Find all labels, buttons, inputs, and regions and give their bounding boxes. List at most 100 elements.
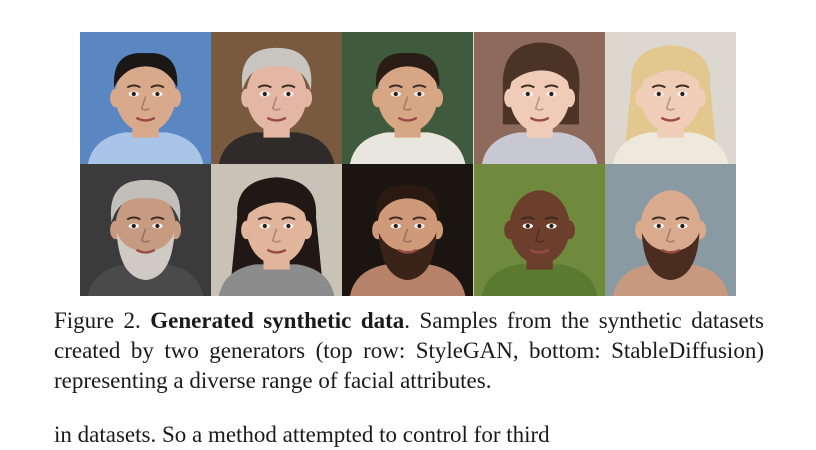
- figure-caption-body: . Samples from the synthetic datasets cr…: [54, 308, 765, 393]
- pupil-left: [131, 91, 136, 97]
- nose: [665, 96, 675, 111]
- face-illustration: [80, 32, 212, 164]
- nose: [403, 96, 413, 111]
- mouth: [660, 248, 681, 254]
- pupil-left: [262, 91, 268, 97]
- nose: [534, 96, 544, 111]
- brow-right: [412, 216, 427, 221]
- brow-right: [150, 84, 165, 89]
- mouth: [529, 248, 549, 254]
- shoulders: [481, 132, 597, 164]
- mouth: [660, 116, 681, 122]
- head: [246, 58, 307, 133]
- brow-left: [126, 216, 141, 221]
- beard: [641, 232, 700, 281]
- face-illustration: [473, 32, 605, 164]
- head: [115, 58, 176, 133]
- mouth: [267, 116, 287, 122]
- pupil-left: [525, 91, 530, 97]
- pupil-right: [680, 223, 685, 229]
- pupil-right: [548, 223, 554, 229]
- nose: [140, 96, 150, 111]
- beard: [379, 232, 437, 281]
- nose: [271, 228, 282, 243]
- shoulders: [87, 132, 204, 164]
- brow-right: [543, 84, 559, 89]
- brow-left: [520, 84, 535, 89]
- face-photo-r2-c5: [604, 164, 736, 296]
- face-illustration: [211, 164, 343, 296]
- pupil-left: [656, 223, 661, 229]
- pupil-left: [394, 91, 399, 97]
- face-illustration: [473, 164, 605, 296]
- figure-title: Generated synthetic data: [150, 308, 405, 333]
- pupil-right: [548, 91, 554, 97]
- head: [509, 58, 570, 133]
- figure-image-grid: [80, 32, 736, 296]
- hair-top: [245, 187, 309, 217]
- brow-left: [520, 216, 535, 221]
- brow-left: [389, 84, 404, 89]
- figure-caption: Figure 2. Generated synthetic data. Samp…: [54, 306, 764, 396]
- mouth: [135, 248, 156, 254]
- face-photo-r2-c3: [342, 164, 474, 296]
- face-illustration: [80, 164, 212, 296]
- face-illustration: [342, 32, 474, 164]
- pupil-right: [155, 223, 160, 229]
- brow-left: [651, 216, 666, 221]
- head: [377, 190, 439, 265]
- hair-top: [507, 55, 571, 85]
- beard: [116, 232, 175, 281]
- pupil-right: [286, 223, 291, 229]
- pupil-left: [262, 223, 268, 229]
- body-text-partial-line: in datasets. So a method attempted to co…: [54, 422, 550, 447]
- face-photo-r2-c4: [473, 164, 605, 296]
- nose: [140, 228, 150, 243]
- hair-top: [376, 52, 440, 88]
- face-illustration: [604, 164, 736, 296]
- figure-label: Figure 2.: [54, 308, 141, 333]
- pupil-right: [286, 91, 291, 97]
- face-photo-r1-c4: [473, 32, 605, 164]
- mouth: [398, 116, 418, 122]
- face-illustration: [342, 164, 474, 296]
- face-photo-r1-c1: [80, 32, 212, 164]
- brow-left: [257, 84, 273, 89]
- nose: [665, 228, 675, 243]
- head: [115, 190, 176, 265]
- pupil-right: [680, 91, 685, 97]
- brow-right: [543, 216, 559, 221]
- head: [640, 190, 701, 265]
- mouth: [135, 116, 156, 122]
- face-photo-r2-c1: [80, 164, 212, 296]
- brow-right: [675, 216, 690, 221]
- hair-top: [638, 55, 702, 85]
- pupil-right: [155, 91, 160, 97]
- pupil-right: [417, 91, 422, 97]
- pupil-left: [656, 91, 661, 97]
- hair-top: [113, 52, 178, 88]
- brow-left: [257, 216, 273, 221]
- face-illustration: [604, 32, 736, 164]
- nose: [534, 228, 544, 243]
- face-illustration: [211, 32, 343, 164]
- brow-left: [651, 84, 666, 89]
- head: [509, 190, 570, 265]
- nose: [271, 96, 282, 111]
- brow-left: [126, 84, 141, 89]
- mouth: [267, 248, 287, 254]
- head: [640, 58, 701, 133]
- brow-right: [675, 84, 690, 89]
- hair-top: [376, 184, 440, 220]
- face-photo-r1-c5: [604, 32, 736, 164]
- shoulders: [350, 132, 466, 164]
- shoulders: [219, 264, 335, 296]
- nose: [403, 228, 413, 243]
- mouth: [398, 248, 418, 254]
- brow-right: [412, 84, 427, 89]
- head: [246, 190, 307, 265]
- shoulders: [612, 132, 729, 164]
- face-photo-r1-c3: [342, 32, 474, 164]
- shoulders: [219, 132, 335, 164]
- brow-left: [389, 216, 404, 221]
